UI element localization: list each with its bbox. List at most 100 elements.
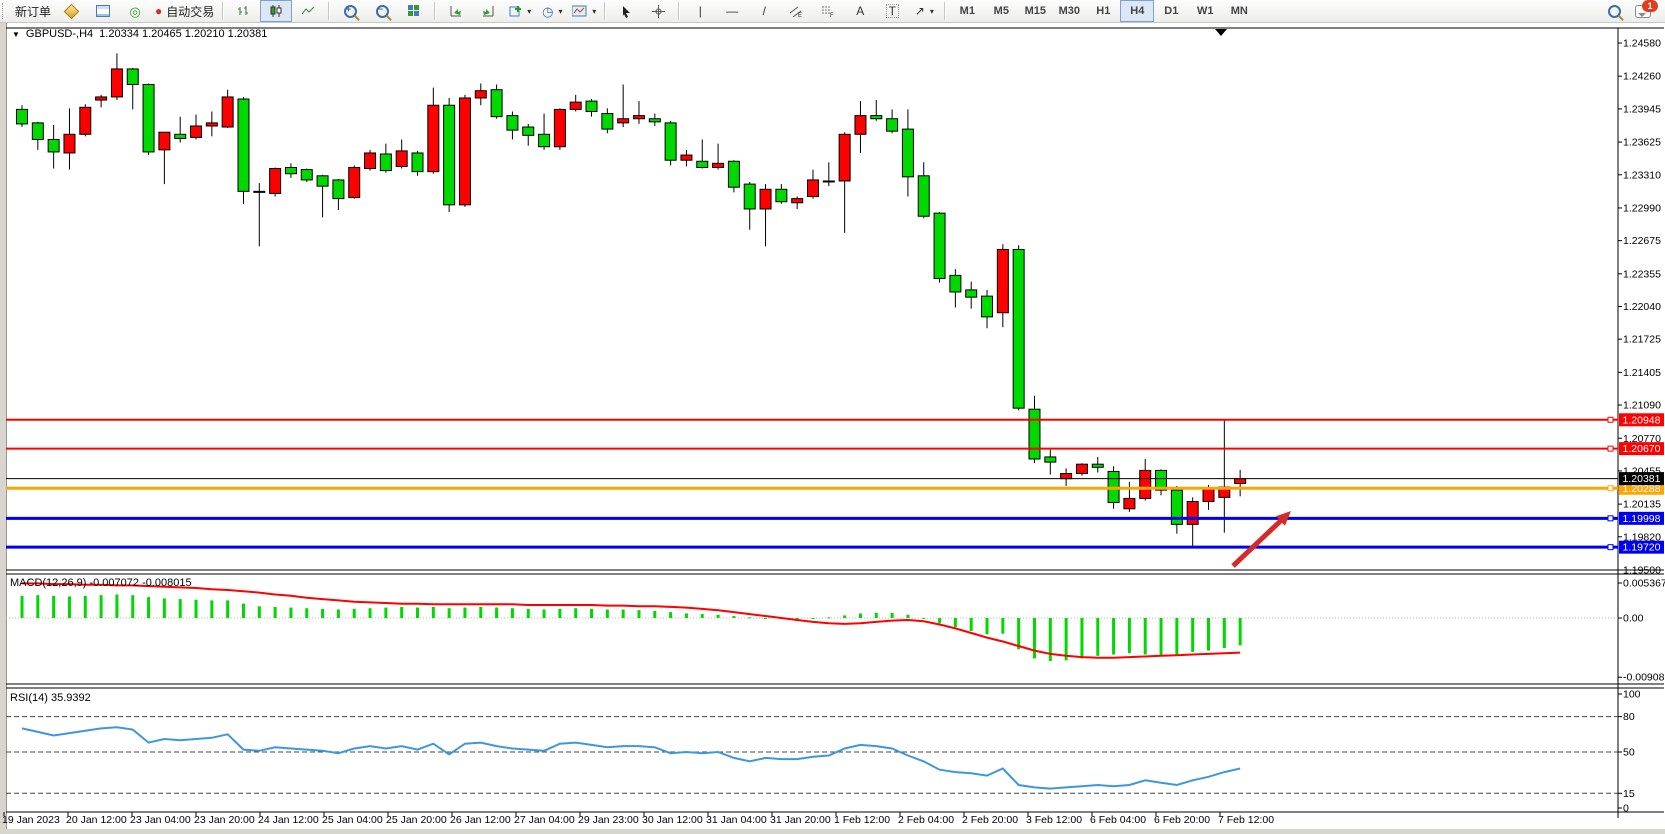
candle-body [284,166,297,175]
macd-histogram-bar [1175,618,1179,655]
candle-body [443,104,456,206]
macd-histogram-bar [305,608,309,618]
macd-histogram-bar [526,608,530,618]
macd-histogram-bar [621,609,625,618]
time-axis-label: 30 Jan 12:00 [642,814,703,826]
timeframe-button-m5[interactable]: M5 [993,5,1009,17]
profile-next-button[interactable] [440,0,472,22]
profile-prev-icon [483,6,494,17]
level-line-1.19998-handle[interactable] [1607,515,1614,522]
candle-body [142,83,155,153]
candle-body [16,108,28,125]
signals-button[interactable]: ◎ [119,0,151,22]
timeframe-button-m30[interactable]: M30 [1058,5,1080,17]
candle-body [253,190,266,193]
template-button[interactable]: ▾ [568,0,600,22]
level-line-1.20288-handle[interactable] [1607,485,1614,492]
terminal-window-button[interactable] [87,0,119,22]
vertical-line-tool[interactable]: | [684,0,716,22]
profile-prev-button[interactable] [472,0,504,22]
time-axis-label: 1 Feb 12:00 [834,814,890,826]
channel-tool[interactable]: E [780,0,812,22]
candlestick-mode-button[interactable] [260,0,293,22]
period-button[interactable]: ◷ ▾ [536,0,568,22]
zoom-out-button[interactable]: − [366,0,398,22]
svg-text:E: E [798,13,802,17]
auto-trading-button[interactable]: ● 自动交易 [151,0,218,22]
candle-body [901,128,914,178]
toolbar-separator [434,2,437,20]
macd-histogram-bar [1112,618,1116,655]
candle-body [743,183,756,210]
macd-histogram-bar [811,618,815,619]
timeframe-button-mn[interactable]: MN [1230,5,1248,17]
add-indicator-button[interactable]: ▾ [504,0,536,22]
toolbar-separator [944,2,947,20]
notifications-button[interactable]: 1 [1635,0,1658,18]
time-axis-label: 31 Jan 04:00 [706,814,767,826]
time-axis-label: 2 Feb 20:00 [962,814,1018,826]
search-button[interactable] [1608,4,1621,18]
level-line-1.19720-handle[interactable] [1607,544,1614,551]
time-axis-label: 23 Jan 04:00 [130,814,191,826]
timeframe-button-h1[interactable]: H1 [1096,5,1111,17]
macd-histogram-bar [874,612,878,618]
candle-body [1170,489,1183,525]
candle-body [237,98,250,192]
macd-histogram-bar [67,596,71,618]
text-tool[interactable]: A [844,0,876,22]
level-line-1.20948-handle[interactable] [1607,416,1614,423]
candle-body [1186,501,1199,525]
level-line-1.20670-handle[interactable] [1607,445,1614,452]
text-label-tool[interactable]: T [876,0,908,22]
cursor-tool-button[interactable] [610,0,642,22]
timeframe-button-w1[interactable]: W1 [1197,5,1214,17]
toolbar-drag-handle[interactable] [2,3,7,19]
line-chart-icon [301,6,315,15]
timeframe-button-m1[interactable]: M1 [959,5,975,17]
candle-body [474,90,487,99]
new-order-button[interactable]: 新订单 [11,0,55,22]
macd-histogram-bar [1048,618,1052,662]
timeframe-button-h4[interactable]: H4 [1120,0,1155,22]
macd-histogram-bar [162,598,166,618]
timeframe-button-m15[interactable]: M15 [1024,5,1046,17]
rsi-axis-label: 50 [1623,747,1635,759]
candle-body [917,175,930,217]
new-order-label: 新订单 [15,4,52,19]
horizontal-line-tool[interactable]: — [716,0,748,22]
crosshair-tool-button[interactable] [642,0,674,22]
zoom-in-button[interactable]: + [334,0,366,22]
candle-body [680,154,693,161]
annotation-arrow-shaft[interactable] [1231,516,1286,568]
tile-windows-button[interactable] [398,0,430,22]
bid-price-tag [1619,472,1664,486]
template-icon [572,5,587,17]
time-axis-label: 27 Jan 04:00 [514,814,575,826]
macd-histogram-bar [732,616,736,618]
macd-histogram-bar [289,607,293,618]
bar-chart-mode-button[interactable] [228,0,260,22]
price-axis-tick-label: 1.22355 [1623,268,1661,280]
timeframe-button-d1[interactable]: D1 [1164,5,1179,17]
price-axis-tick-label: 1.23625 [1623,137,1661,149]
fibonacci-tool[interactable]: F [812,0,844,22]
chart-canvas[interactable]: 1.24580 1.24260 1.23945 1.23625 1.23310 1.229… [0,22,1665,834]
candle-body [395,150,408,167]
profile-next-icon [450,6,462,17]
bid-price-tag-label: 1.20381 [1623,473,1661,485]
chart-shift-marker[interactable] [1215,29,1227,36]
candle-body [1202,488,1215,503]
macd-histogram-bar [510,608,514,618]
candle-body [996,248,1009,314]
candle-body [553,108,566,148]
annotation-arrow-head[interactable] [1275,511,1291,526]
trendline-tool[interactable]: / [748,0,780,22]
timeframe-group: M1 M5 M15 M30 H1 H4 D1 W1 MN [950,0,1256,22]
line-chart-mode-button[interactable] [292,0,324,22]
macd-signal-line [22,582,1241,659]
candle-body [1012,248,1025,409]
macd-histogram-bar [1017,618,1021,650]
arrow-objects-tool[interactable]: ↗ ▾ [908,0,940,22]
market-watch-button[interactable] [55,0,87,22]
